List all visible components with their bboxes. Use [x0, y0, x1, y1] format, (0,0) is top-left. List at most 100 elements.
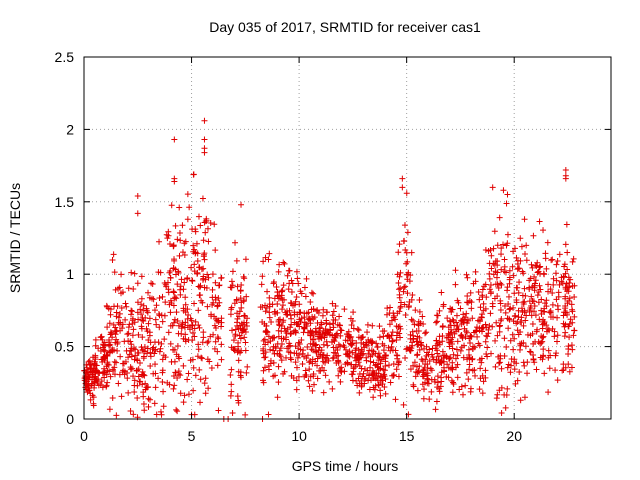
data-point — [171, 136, 178, 143]
data-point — [385, 344, 392, 351]
data-point — [275, 379, 282, 386]
data-point — [522, 292, 529, 299]
data-point — [167, 309, 174, 316]
data-point — [101, 374, 108, 381]
data-point — [89, 392, 96, 399]
data-point — [531, 273, 538, 280]
data-point — [243, 322, 250, 329]
data-point — [296, 316, 303, 323]
data-point — [367, 364, 374, 371]
data-point — [402, 283, 409, 290]
data-point — [486, 322, 493, 329]
data-point — [107, 331, 114, 338]
data-point — [118, 304, 125, 311]
data-point — [189, 329, 196, 336]
data-point — [568, 364, 575, 371]
data-point — [107, 306, 114, 313]
data-point — [199, 339, 206, 346]
data-point — [195, 341, 202, 348]
data-point — [433, 319, 440, 326]
data-point — [524, 370, 531, 377]
data-point — [131, 388, 138, 395]
data-point — [134, 299, 141, 306]
data-point — [471, 344, 478, 351]
data-point — [374, 363, 381, 370]
data-point — [432, 406, 439, 413]
data-point — [475, 317, 482, 324]
data-point — [128, 353, 135, 360]
data-point — [274, 309, 281, 316]
data-point — [432, 342, 439, 349]
data-point — [159, 369, 166, 376]
data-point — [554, 377, 561, 384]
data-point — [443, 354, 450, 361]
data-point — [372, 382, 379, 389]
data-point — [156, 324, 163, 331]
data-point — [500, 187, 507, 194]
data-point — [214, 303, 221, 310]
data-point — [426, 357, 433, 364]
data-point — [261, 336, 268, 343]
data-point — [153, 321, 160, 328]
data-point — [337, 378, 344, 385]
data-point — [552, 352, 559, 359]
data-point — [482, 281, 489, 288]
data-point — [104, 324, 111, 331]
data-point — [536, 264, 543, 271]
data-point — [482, 246, 489, 253]
data-point — [349, 318, 356, 325]
data-point — [92, 354, 99, 361]
data-point — [275, 333, 282, 340]
data-point — [352, 361, 359, 368]
data-point — [337, 343, 344, 350]
data-point — [498, 315, 505, 322]
data-point — [231, 300, 238, 307]
data-point — [209, 286, 216, 293]
data-point — [534, 292, 541, 299]
data-point — [476, 356, 483, 363]
data-point — [482, 321, 489, 328]
data-point — [485, 326, 492, 333]
data-point — [449, 345, 456, 352]
data-point — [151, 350, 158, 357]
data-point — [235, 343, 242, 350]
data-point — [156, 348, 163, 355]
data-point — [149, 295, 156, 302]
data-point — [208, 311, 215, 318]
data-point — [370, 394, 377, 401]
data-point — [316, 344, 323, 351]
data-point — [404, 290, 411, 297]
data-point — [334, 330, 341, 337]
data-point — [508, 355, 515, 362]
data-point — [199, 195, 206, 202]
data-point — [85, 374, 92, 381]
data-point — [562, 241, 569, 248]
data-point — [266, 250, 273, 257]
data-point — [182, 331, 189, 338]
data-point — [128, 341, 135, 348]
data-point — [170, 385, 177, 392]
data-point — [237, 288, 244, 295]
data-point — [279, 296, 286, 303]
data-point — [196, 366, 203, 373]
data-point — [453, 346, 460, 353]
data-point — [364, 329, 371, 336]
data-point — [131, 356, 138, 363]
data-point — [540, 227, 547, 234]
data-point — [466, 355, 473, 362]
data-point — [156, 294, 163, 301]
data-point — [540, 308, 547, 315]
data-point — [104, 359, 111, 366]
data-point — [369, 322, 376, 329]
data-point — [539, 334, 546, 341]
data-point — [153, 302, 160, 309]
data-point — [302, 367, 309, 374]
data-point — [504, 191, 511, 198]
data-point — [290, 328, 297, 335]
data-point — [367, 353, 374, 360]
data-point — [455, 299, 462, 306]
data-point — [175, 268, 182, 275]
data-point — [400, 288, 407, 295]
data-point — [428, 376, 435, 383]
data-point — [329, 320, 336, 327]
